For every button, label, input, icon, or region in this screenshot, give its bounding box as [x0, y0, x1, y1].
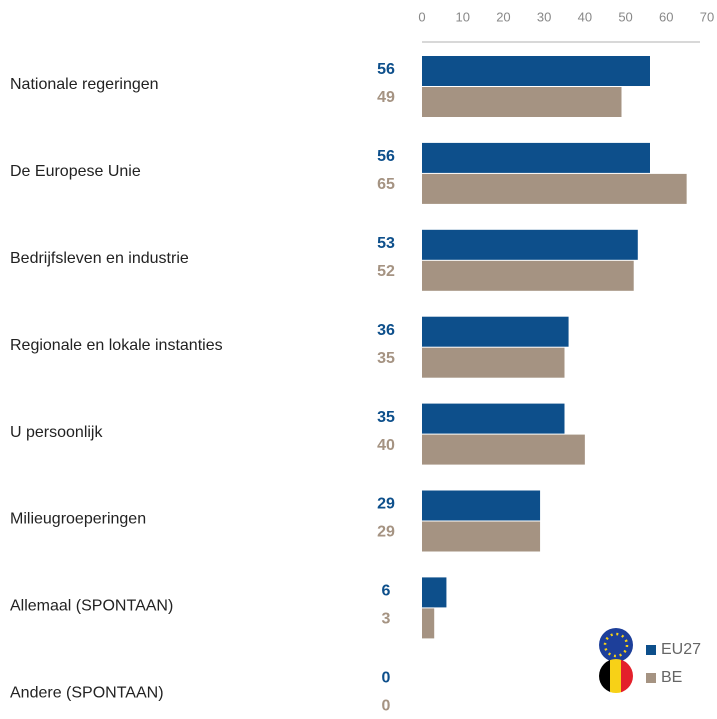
bar: [422, 142, 650, 173]
value-label: 0: [382, 698, 391, 715]
bar: [422, 608, 435, 639]
bar: [422, 434, 585, 465]
x-tick-label: 30: [537, 9, 551, 24]
x-tick-label: 70: [700, 9, 714, 24]
x-tick-label: 40: [578, 9, 592, 24]
bar: [422, 260, 634, 291]
legend-swatch: [646, 645, 656, 655]
bar: [422, 56, 650, 86]
legend-swatch: [646, 673, 656, 683]
x-tick-label: 60: [659, 9, 673, 24]
bar: [422, 229, 638, 260]
value-label: 29: [377, 524, 395, 541]
be-flag: [599, 659, 633, 693]
legend-label: BE: [661, 669, 682, 686]
x-tick-label: 0: [418, 9, 425, 24]
legend-label: EU27: [661, 641, 701, 658]
value-label: 29: [377, 496, 395, 513]
category-label: Allemaal (SPONTAAN): [10, 598, 173, 615]
value-label: 40: [377, 437, 395, 454]
eu-flag: [599, 628, 633, 662]
category-label: U persoonlijk: [10, 424, 103, 441]
bar: [422, 490, 541, 521]
value-label: 35: [377, 409, 395, 426]
value-label: 49: [377, 89, 395, 106]
value-label: 52: [377, 263, 395, 280]
value-label: 36: [377, 322, 395, 339]
bar: [422, 87, 622, 117]
value-label: 3: [382, 611, 391, 628]
x-tick-label: 10: [455, 9, 469, 24]
category-label: De Europese Unie: [10, 163, 141, 180]
category-label: Milieugroeperingen: [10, 511, 146, 528]
bar: [422, 173, 687, 204]
x-tick-label: 50: [618, 9, 632, 24]
value-label: 65: [377, 176, 395, 193]
x-tick-label: 20: [496, 9, 510, 24]
value-label: 6: [382, 583, 391, 600]
value-label: 56: [377, 61, 395, 78]
category-label: Nationale regeringen: [10, 76, 159, 93]
bar: [422, 347, 565, 378]
category-label: Regionale en lokale instanties: [10, 337, 223, 354]
bar: [422, 316, 569, 347]
value-label: 53: [377, 235, 395, 252]
value-label: 0: [382, 670, 391, 687]
category-label: Bedrijfsleven en industrie: [10, 250, 189, 267]
value-label: 35: [377, 350, 395, 367]
value-label: 56: [377, 148, 395, 165]
bar: [422, 521, 541, 552]
bar: [422, 577, 447, 608]
bar: [422, 403, 565, 434]
category-label: Andere (SPONTAAN): [10, 685, 164, 702]
